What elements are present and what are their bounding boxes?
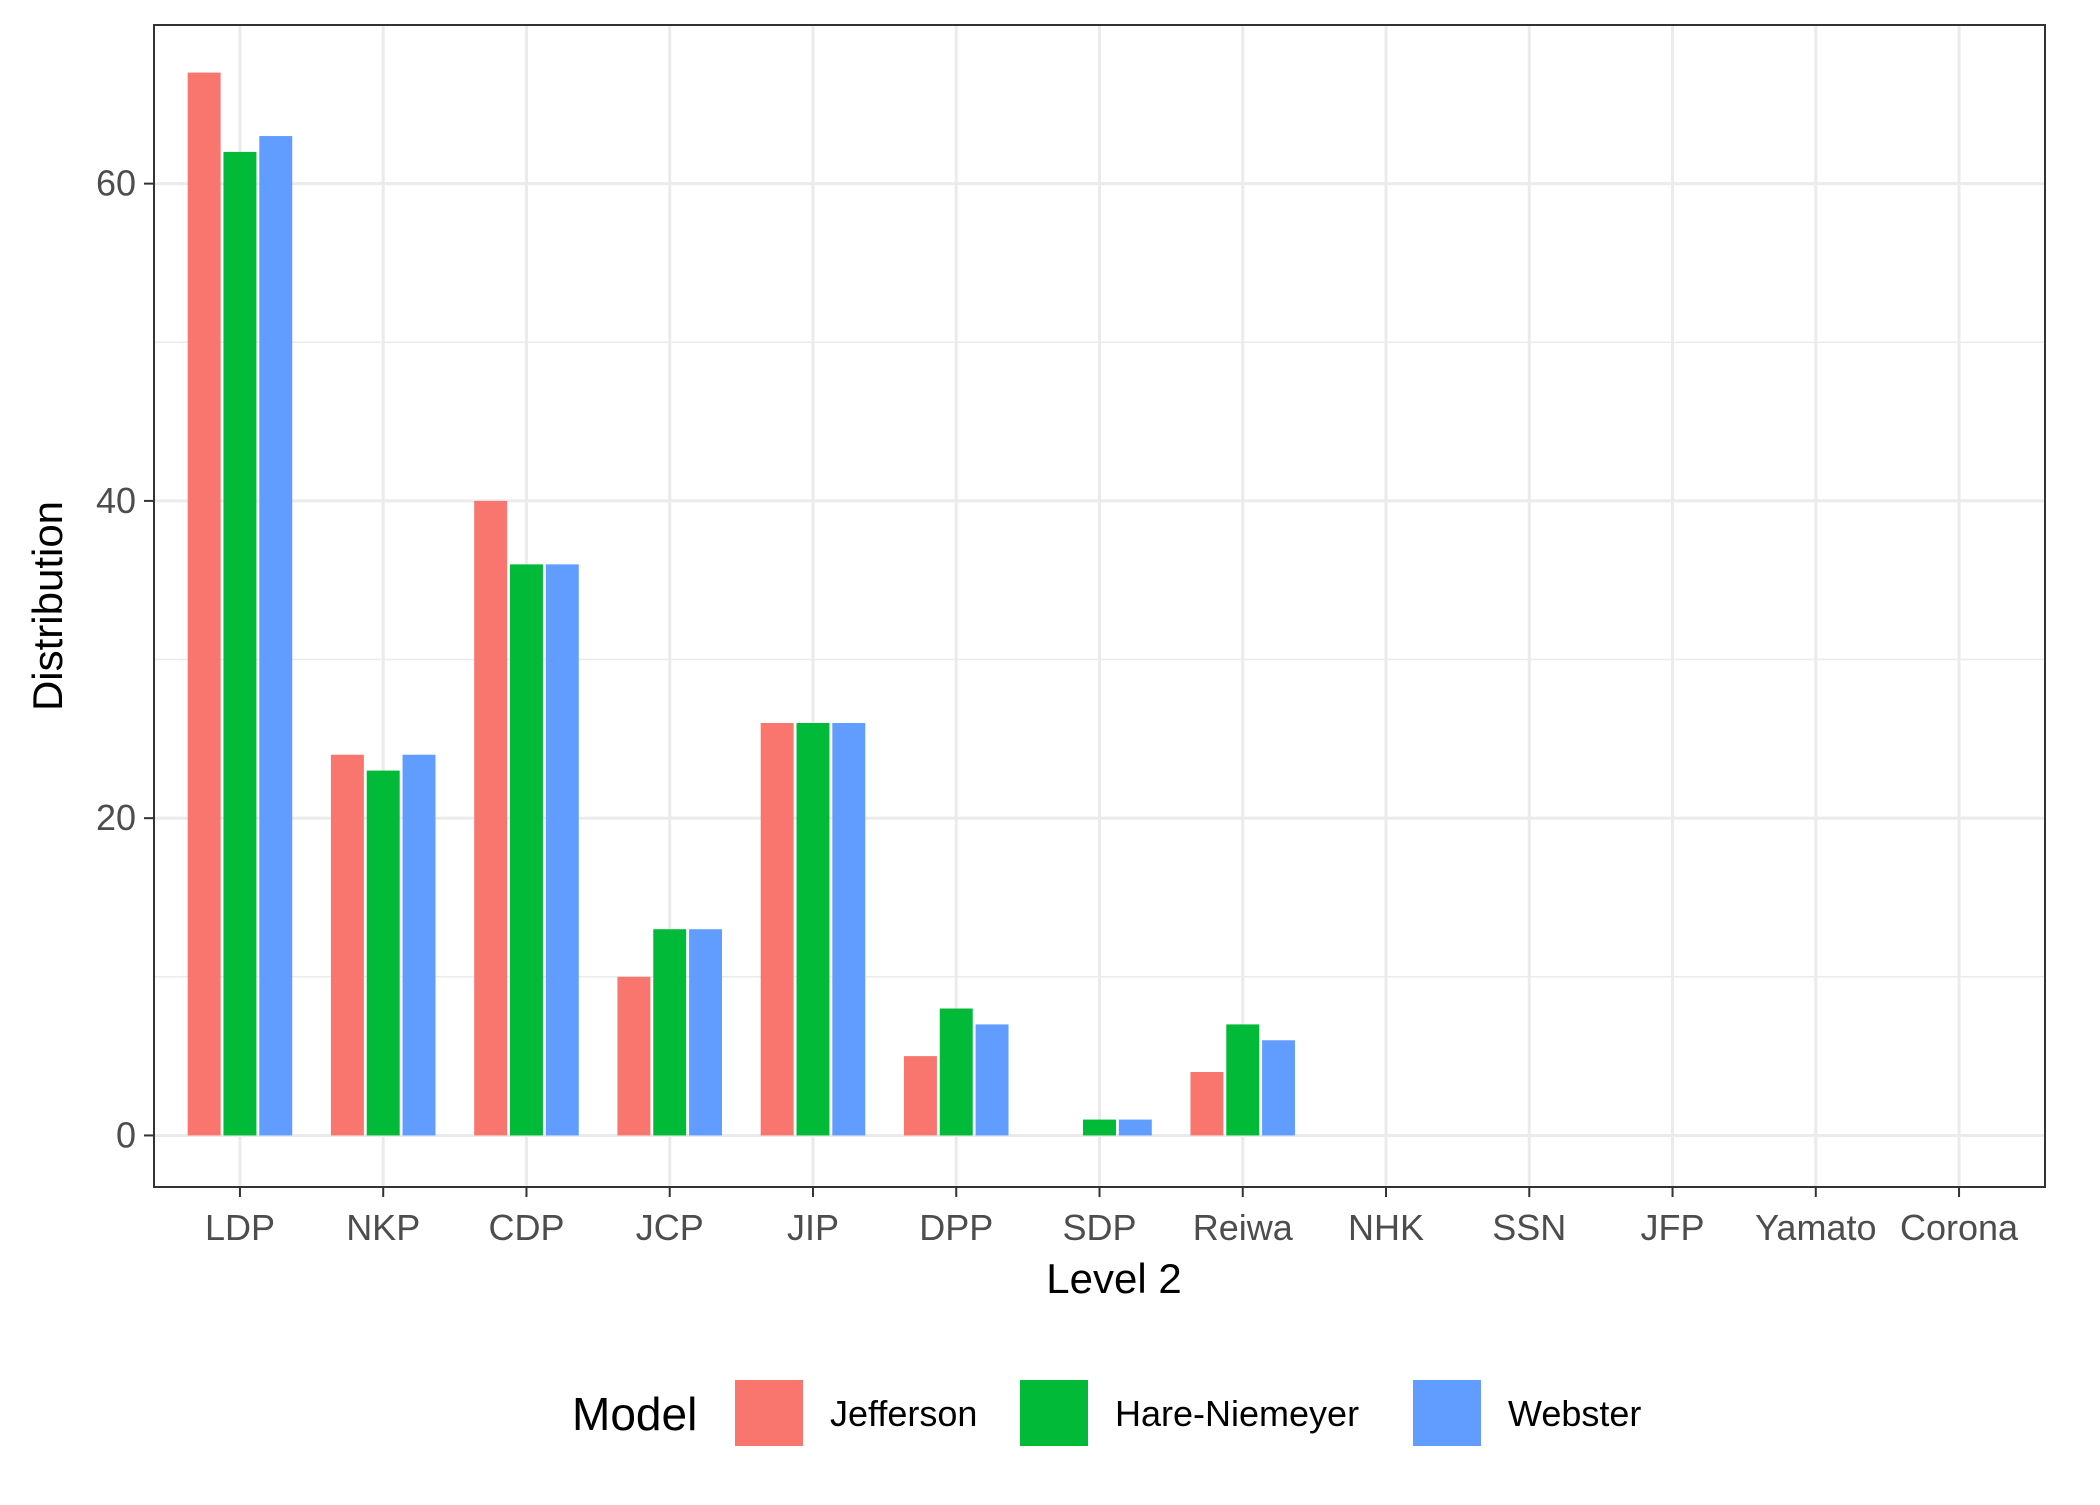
y-tick-label: 60 [96,163,136,204]
legend-label: Jefferson [830,1393,977,1434]
bar [509,564,543,1136]
bar [545,564,579,1136]
bar [1083,1119,1116,1136]
bar [689,929,723,1136]
x-tick-label: NKP [346,1207,420,1248]
x-tick-label: DPP [919,1207,993,1248]
x-tick-label: NHK [1348,1207,1424,1248]
bar [653,929,687,1136]
bar [796,722,830,1136]
legend-swatch [1020,1380,1088,1446]
legend-label: Webster [1508,1393,1641,1434]
x-axis-title: Level 2 [1046,1255,1181,1302]
legend: Model Jefferson Hare-Niemeyer Webster [572,1380,1641,1446]
x-tick-label: JFP [1641,1207,1705,1248]
x-tick-label: Reiwa [1193,1207,1294,1248]
bar [939,1008,973,1136]
bar [903,1056,937,1136]
bar [402,754,436,1136]
x-tick-label: LDP [205,1207,275,1248]
bar [259,136,293,1136]
legend-label: Hare-Niemeyer [1115,1393,1359,1434]
y-tick-label: 40 [96,480,136,521]
y-tick-label: 0 [116,1114,136,1155]
x-tick-label: Yamato [1755,1207,1876,1248]
bar [330,754,364,1136]
x-tick-label: JCP [636,1207,704,1248]
bar [474,500,508,1136]
bar [1226,1024,1260,1136]
bar [187,72,221,1136]
bar [832,722,866,1136]
bar [760,722,794,1136]
x-tick-label: SSN [1492,1207,1566,1248]
bar [617,976,651,1136]
y-axis-title: Distribution [24,501,71,711]
x-tick-label: Corona [1900,1207,2019,1248]
bar [1118,1119,1152,1136]
bars [187,72,1296,1136]
y-tick-label: 20 [96,797,136,838]
bar [975,1024,1009,1136]
legend-swatch [1413,1380,1481,1446]
bar [223,151,257,1136]
bar [366,770,400,1136]
bar [1262,1040,1296,1136]
legend-title: Model [572,1388,697,1440]
bar [1190,1071,1224,1136]
x-tick-label: CDP [488,1207,564,1248]
x-tick-label: JIP [787,1207,839,1248]
legend-swatch [735,1380,803,1446]
axes: 0 20 40 60 LDP NKP CDP JCP JIP DPP SDP Reiwa NHK SSN J… [96,163,2019,1248]
x-tick-label: SDP [1062,1207,1136,1248]
